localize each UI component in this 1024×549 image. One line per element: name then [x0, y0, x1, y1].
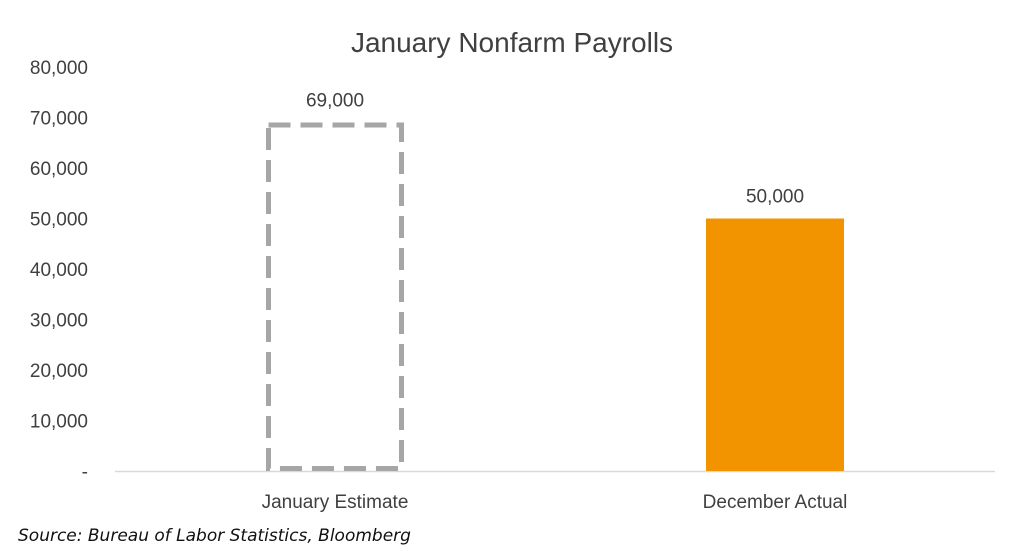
y-tick-label: 20,000: [30, 361, 88, 382]
bars: [266, 122, 844, 472]
chart-title: January Nonfarm Payrolls: [351, 27, 673, 58]
data-label: 50,000: [746, 187, 804, 208]
y-tick-label: 50,000: [30, 210, 88, 231]
source-note: Source: Bureau of Labor Statistics, Bloo…: [18, 526, 411, 546]
bar-january-estimate: [266, 122, 404, 472]
x-axis-ticks: January Estimate December Actual: [262, 492, 848, 513]
y-tick-label: 70,000: [30, 109, 88, 130]
x-tick-label: January Estimate: [262, 492, 409, 513]
bar-december-actual: [706, 218, 844, 471]
x-tick-label: December Actual: [703, 492, 848, 513]
y-tick-label: 60,000: [30, 159, 88, 180]
y-axis-ticks: - 10,000 20,000 30,000 40,000 50,000 60,000 70,…: [30, 58, 88, 483]
y-tick-label: -: [82, 462, 88, 483]
data-label: 69,000: [306, 91, 364, 112]
y-tick-label: 40,000: [30, 260, 88, 281]
y-tick-label: 80,000: [30, 58, 88, 79]
data-labels: 69,000 50,000: [306, 91, 804, 208]
y-tick-label: 30,000: [30, 311, 88, 332]
y-tick-label: 10,000: [30, 412, 88, 433]
